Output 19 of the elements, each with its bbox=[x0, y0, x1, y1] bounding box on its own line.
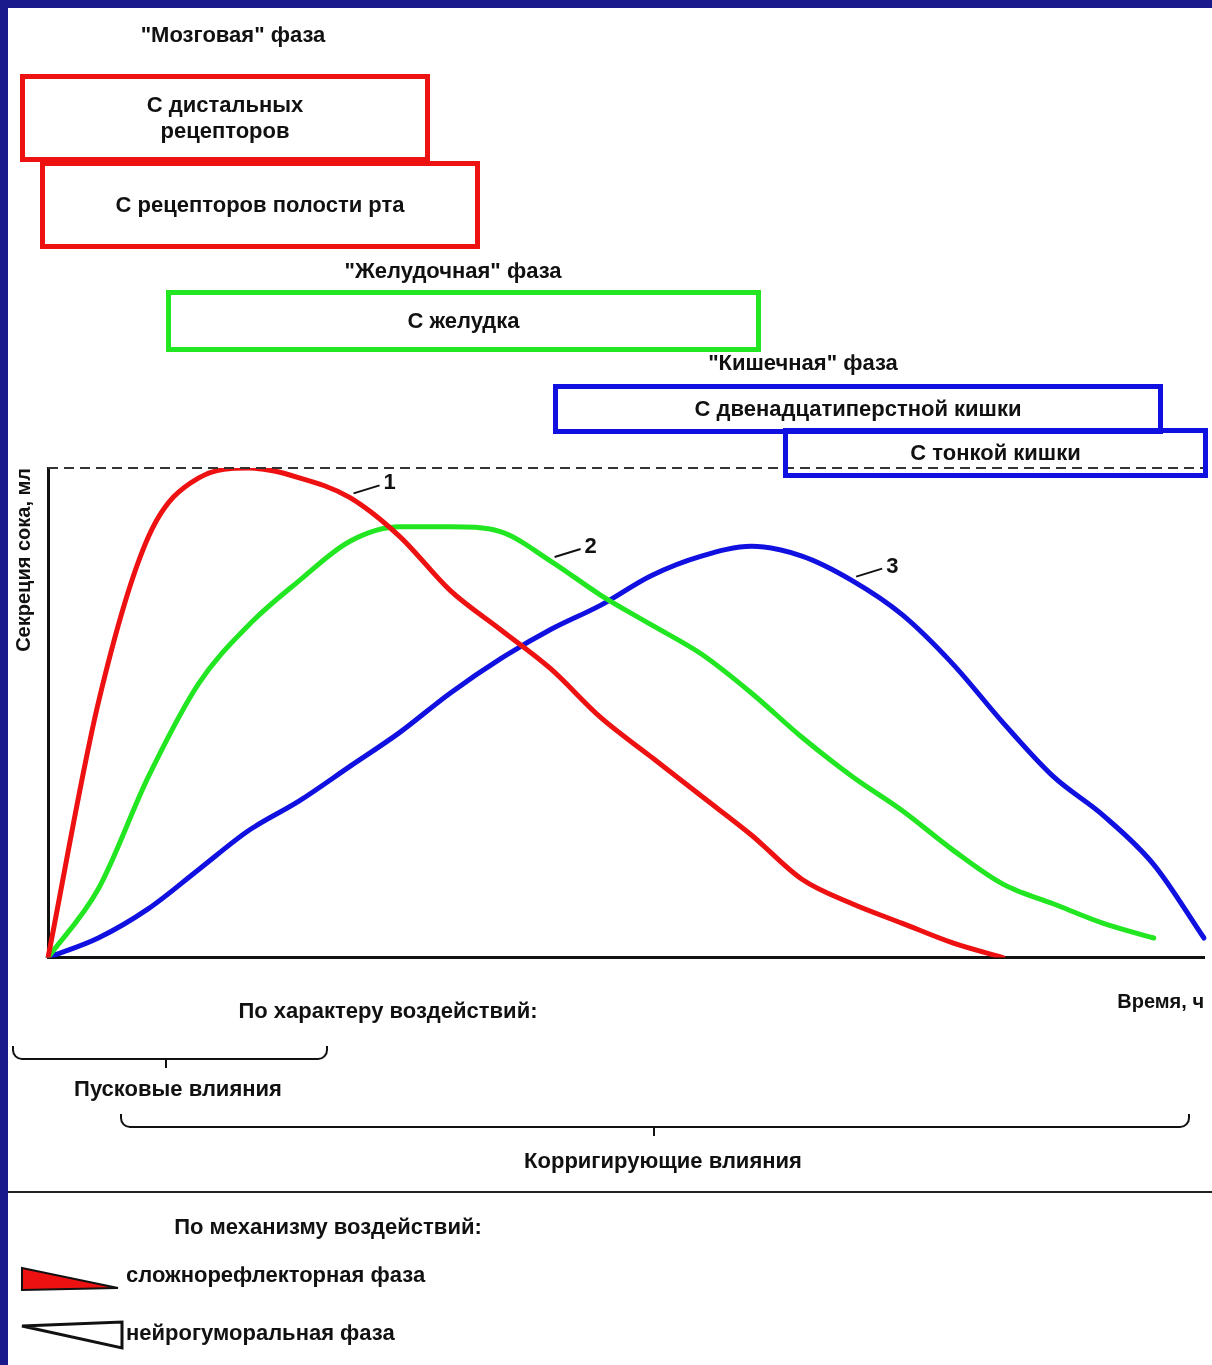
text: С дистальных рецепторов bbox=[145, 92, 305, 144]
text: По характеру воздействий: bbox=[238, 998, 538, 1023]
text: С тонкой кишки bbox=[910, 440, 1081, 466]
text: Пусковые влияния bbox=[74, 1076, 282, 1101]
text: "Кишечная" фаза bbox=[708, 350, 898, 375]
text: "Желудочная" фаза bbox=[344, 258, 562, 283]
text: С желудка bbox=[407, 308, 520, 334]
y-axis-title: Секреция сока, мл bbox=[11, 468, 34, 652]
text: С двенадцатиперстной кишки bbox=[694, 396, 1022, 422]
text: нейрогуморальная фаза bbox=[126, 1320, 395, 1345]
x-axis-title: Время, ч bbox=[1117, 989, 1204, 1012]
text: сложнорефлекторная фаза bbox=[126, 1262, 426, 1287]
text: По механизму воздействий: bbox=[174, 1214, 482, 1239]
text: Корригирующие влияния bbox=[524, 1148, 802, 1173]
series-label: 1 bbox=[383, 469, 396, 495]
text: С рецепторов полости рта bbox=[115, 192, 405, 218]
series-label: 2 bbox=[584, 533, 597, 559]
text: "Мозговая" фаза bbox=[140, 22, 326, 47]
series-label: 3 bbox=[886, 552, 899, 578]
